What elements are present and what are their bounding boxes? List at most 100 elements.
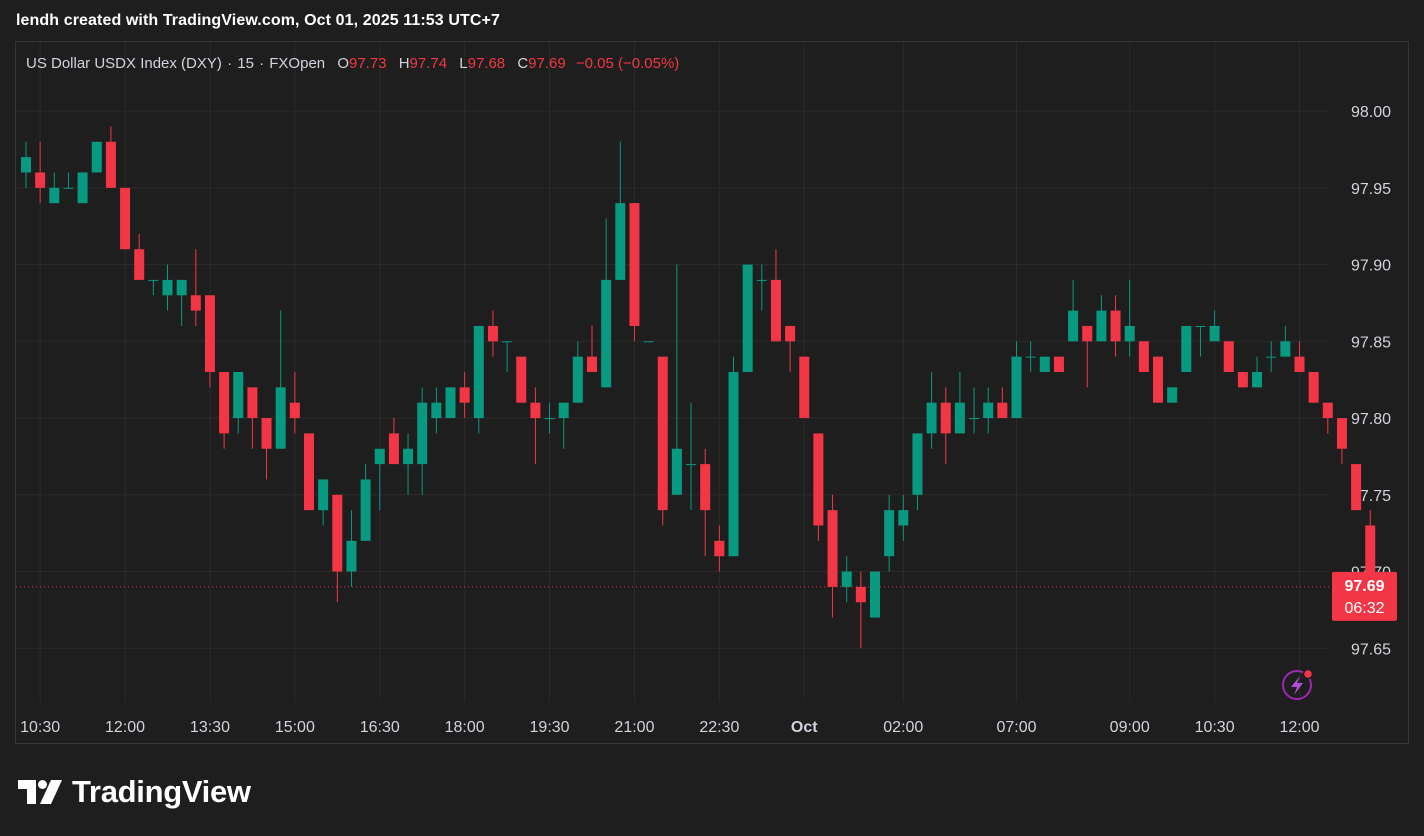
symbol-legend: US Dollar USDX Index (DXY) · 15 · FXOpen… [26, 55, 680, 72]
chart-header-title: lendh created with TradingView.com, Oct … [16, 12, 500, 29]
candle-body [714, 540, 725, 557]
x-tick-label: 02:00 [883, 719, 923, 736]
candle-body [148, 279, 159, 281]
candle-body [1336, 418, 1347, 449]
legend-symbol: US Dollar USDX Index (DXY) [26, 55, 222, 72]
x-tick-label: 09:00 [1110, 719, 1150, 736]
candle-body [615, 203, 626, 280]
candle-body [473, 325, 484, 419]
candle-body [954, 402, 965, 434]
candle-body [134, 249, 145, 280]
candle-body [1138, 341, 1149, 372]
price-badge [1332, 571, 1397, 621]
candle-body [813, 433, 824, 526]
candle-body [360, 479, 371, 541]
x-tick-label: Oct [791, 719, 818, 736]
x-tick-label: 19:30 [530, 719, 570, 736]
candle-body [63, 187, 74, 189]
candle-body [219, 372, 230, 434]
candle-body [1308, 372, 1319, 403]
price-badge-countdown: 06:32 [1344, 600, 1384, 617]
candle-body [247, 387, 258, 419]
tradingview-logo-icon [18, 780, 62, 804]
candle-body [1096, 310, 1107, 342]
y-tick-label: 97.95 [1351, 181, 1391, 198]
candle-body [1124, 325, 1135, 342]
candle-body [233, 372, 244, 419]
candle-body [742, 264, 753, 372]
candle-body [629, 203, 640, 326]
x-tick-label: 16:30 [360, 719, 400, 736]
candle-body [940, 402, 951, 434]
candle-body [671, 448, 682, 495]
candle-body [530, 402, 541, 419]
brand-name: TradingView [72, 774, 251, 809]
candle-body [1167, 387, 1178, 403]
candle-body [21, 157, 31, 173]
candle-body [516, 356, 527, 403]
chart-panel[interactable]: 98.0097.9597.9097.8597.8097.7597.7097.65… [15, 41, 1409, 744]
candle-body [686, 464, 697, 466]
candle-body [261, 418, 272, 449]
candle-body [1252, 372, 1263, 388]
x-tick-label: 21:00 [614, 719, 654, 736]
candle-body [431, 402, 442, 419]
candle-body [120, 187, 131, 250]
candle-body [1195, 325, 1206, 327]
candle-body [1351, 464, 1362, 511]
candle-body [35, 172, 46, 188]
candle-body [785, 325, 796, 342]
candle-body [1294, 356, 1305, 372]
tradingview-brand: TradingView [18, 772, 251, 812]
candlestick-chart[interactable]: 98.0097.9597.9097.8597.8097.7597.7097.65… [16, 42, 1409, 744]
legend-high-value: 97.74 [409, 55, 448, 72]
candle-body [728, 372, 739, 557]
candle-body [544, 418, 555, 420]
candle-body [558, 402, 569, 419]
candle-body [827, 510, 838, 587]
candle-body [304, 433, 314, 511]
candle-body [1181, 325, 1192, 372]
candle-body [756, 279, 767, 281]
candle-body [204, 295, 215, 372]
candle-body [77, 172, 88, 204]
candle-body [1153, 356, 1163, 403]
candle-body [1237, 372, 1248, 388]
candle-body [190, 295, 201, 311]
candle-body [459, 387, 470, 403]
legend-close-label: C [517, 55, 529, 72]
candle-body [1280, 341, 1291, 357]
candle-body [1053, 356, 1064, 372]
candle-body [91, 141, 102, 173]
candle-body [983, 402, 994, 419]
x-tick-label: 10:30 [20, 719, 60, 736]
candle-body [318, 479, 329, 511]
x-tick-label: 22:30 [699, 719, 739, 736]
y-tick-label: 97.65 [1351, 641, 1391, 658]
y-tick-label: 98.00 [1351, 104, 1391, 121]
lightning-icon[interactable] [1282, 668, 1314, 700]
candle-body [289, 402, 300, 419]
candle-body [1011, 356, 1022, 419]
y-tick-label: 97.90 [1351, 258, 1391, 275]
legend-low-label: L [459, 55, 468, 72]
candle-body [1209, 325, 1220, 342]
candle-body [912, 433, 923, 495]
price-badge-value: 97.69 [1344, 578, 1384, 595]
candle-body [700, 464, 711, 511]
candle-body [841, 571, 852, 587]
candle-body [1365, 525, 1376, 587]
legend-low-value: 97.68 [467, 55, 506, 72]
candle-body [1322, 402, 1333, 419]
legend-interval: 15 [237, 55, 254, 72]
legend-open-label: O [337, 55, 349, 72]
x-tick-label: 07:00 [996, 719, 1036, 736]
candle-body [572, 356, 583, 403]
candle-body [502, 341, 513, 343]
candle-body [1082, 325, 1093, 342]
candle-body [49, 187, 60, 204]
candle-body [926, 402, 937, 434]
candle-body [997, 402, 1008, 419]
candle-body [162, 279, 173, 296]
candle-body [417, 402, 428, 465]
